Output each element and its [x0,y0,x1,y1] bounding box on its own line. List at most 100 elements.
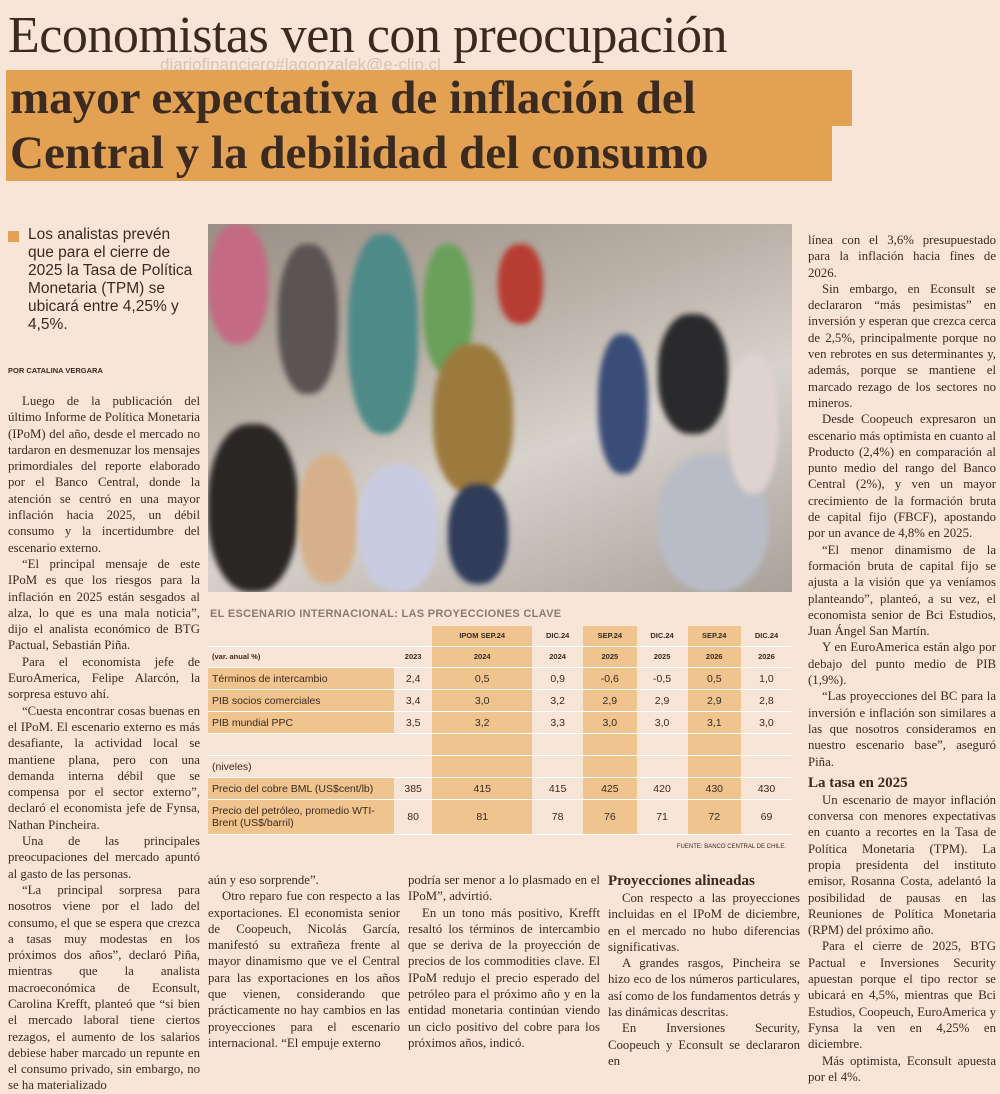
empty-cell [740,733,792,756]
projections-table: EL ESCENARIO INTERNACIONAL: LAS PROYECCI… [208,606,792,856]
row-label: (var. anual %) [208,646,394,668]
empty-cell [583,755,637,778]
table-cell: 430 [740,777,792,800]
table-cell: 420 [636,777,688,800]
table-cell: 2,9 [583,689,637,712]
table-cell: DIC.24 [740,626,792,647]
empty-cell [636,733,688,756]
table-cell: 2025 [583,646,637,668]
row-label: PIB socios comerciales [208,689,394,712]
projections-grid: IPOM SEP.24 DIC.24 SEP.24 DIC.24 SEP.24 DIC.2… [208,626,792,835]
table-cell: 3,2 [532,689,584,712]
table-source: FUENTE: BANCO CENTRAL DE CHILE. [676,844,786,850]
paragraph: Y en EuroAmerica están algo por debajo d… [808,640,996,688]
table-cell: 385 [394,777,433,800]
table-row: Precio del cobre BML (US$cent/lb) 385 415 4… [208,777,792,800]
table-cell: DIC.24 [636,626,688,647]
table-cell: 0,5 [432,667,533,690]
article-column-2: aún y eso sorprende”. Otro reparo fue con… [208,872,400,1051]
table-cell: 2024 [432,646,533,668]
table-cell: 2,8 [740,689,792,712]
paragraph: Desde Coopeuch expresaron un escenario m… [808,412,996,541]
table-cell: 3,4 [394,689,433,712]
byline: POR CATALINA VERGARA [8,366,103,375]
table-cell: 415 [532,777,584,800]
table-cell: 3,0 [740,711,792,734]
paragraph: “La principal sorpresa para nosotros vie… [8,882,200,1093]
table-cell: 69 [740,799,792,835]
levels-row: (niveles) [208,755,792,778]
table-cell: 415 [432,777,533,800]
table-cell: 2,9 [636,689,688,712]
article-column-4: Proyecciones alineadas Con respecto a las… [608,868,800,1069]
headline-line-3: Central y la debilidad del consumo [6,125,832,181]
article-column-1: Luego de la publicación del último Infor… [8,393,200,1094]
summary-text: Los analistas prevén que para el cierre … [28,226,193,333]
table-cell: 0,9 [532,667,584,690]
empty-cell [532,733,584,756]
empty-cell [636,755,688,778]
table-cell: 2026 [687,646,741,668]
table-cell: 3,5 [394,711,433,734]
row-label: Precio del cobre BML (US$cent/lb) [208,777,394,800]
table-cell: 0,5 [687,667,741,690]
empty-cell [740,755,792,778]
table-cell: 2025 [636,646,688,668]
paragraph: A grandes rasgos, Pincheira se hizo eco … [608,956,800,1020]
empty-cell [394,733,433,756]
row-label: Términos de intercambio [208,667,394,690]
spacer-row [208,733,792,756]
row-label [208,626,394,647]
table-cell: -0,5 [636,667,688,690]
table-row: PIB socios comerciales 3,4 3,0 3,2 2,9 2,9 2,9… [208,689,792,712]
empty-cell [583,733,637,756]
row-label: PIB mundial PPC [208,711,394,734]
paragraph: “El menor dinamismo de la formación brut… [808,542,996,639]
paragraph: En un tono más positivo, Krefft resaltó … [408,905,600,1050]
empty-cell [532,755,584,778]
empty-cell [687,733,741,756]
table-cell: 2023 [394,646,433,668]
paragraph: En Inversiones Security, Coopeuch y Econ… [608,1021,800,1068]
empty-cell [432,733,533,756]
table-cell: 3,0 [636,711,688,734]
paragraph: Luego de la publicación del último Infor… [8,394,200,555]
empty-cell [394,755,433,778]
table-cell: 1,0 [740,667,792,690]
table-row: Precio del petróleo, promedio WTI-Brent … [208,799,792,835]
table-cell: 2026 [740,646,792,668]
article-column-3: podría ser menor a lo plasmado en el IPo… [408,872,600,1051]
table-cell: 71 [636,799,688,835]
paragraph: Un escenario de mayor inflación conversa… [808,792,996,938]
header-row-year: (var. anual %) 2023 2024 2024 2025 2025 2026 20… [208,646,792,668]
table-cell: 3,0 [583,711,637,734]
paragraph: Para el cierre de 2025, BTG Pactual e In… [808,939,996,1052]
paragraph: aún y eso sorprende”. [208,873,319,887]
table-cell: -0,6 [583,667,637,690]
empty-cell [687,755,741,778]
empty-cell [432,755,533,778]
headline-line-1: Economistas ven con preocupación [8,7,727,64]
table-cell: 72 [687,799,741,835]
row-label: Precio del petróleo, promedio WTI-Brent … [208,799,394,835]
table-cell: DIC.24 [532,626,584,647]
table-row: Términos de intercambio 2,4 0,5 0,9 -0,6 -0,5… [208,667,792,690]
table-cell: IPOM SEP.24 [432,626,533,647]
table-title: EL ESCENARIO INTERNACIONAL: LAS PROYECCI… [210,608,562,620]
table-cell: 425 [583,777,637,800]
bullet-square-icon [8,231,19,242]
table-cell: SEP.24 [687,626,741,647]
table-cell: 3,3 [532,711,584,734]
paragraph: Una de las principales preocupaciones de… [8,834,200,881]
table-cell: 3,2 [432,711,533,734]
paragraph: Sin embargo, en Econsult se declararon “… [808,281,996,410]
section-heading: Proyecciones alineadas [608,873,755,889]
table-row: PIB mundial PPC 3,5 3,2 3,3 3,0 3,0 3,1 3,0 [208,711,792,734]
paragraph: línea con el 3,6% presupuestado para la … [808,233,996,280]
headline-line-2: mayor expectativa de inflación del [6,70,852,126]
table-cell: 76 [583,799,637,835]
table-cell: 2,9 [687,689,741,712]
paragraph: Más optimista, Econsult apuesta por el 4… [808,1053,996,1084]
header-row-source: IPOM SEP.24 DIC.24 SEP.24 DIC.24 SEP.24 DIC.2… [208,626,792,647]
empty-cell [208,733,394,756]
